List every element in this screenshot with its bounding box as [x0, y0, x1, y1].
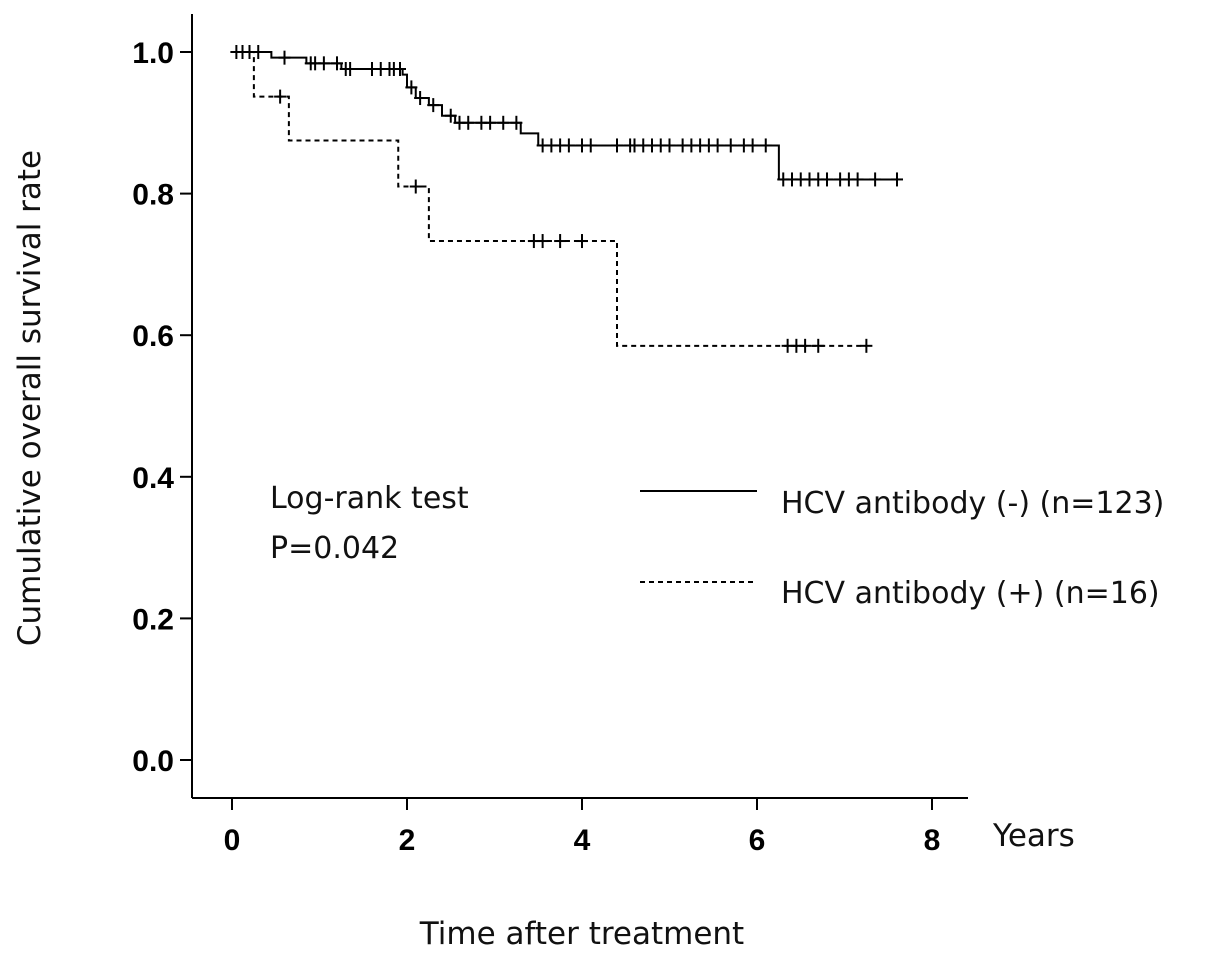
x-tick-label: 4 [574, 824, 591, 857]
censor-mark [746, 138, 759, 153]
censor-mark [462, 115, 475, 130]
pvalue-label: P=0.042 [270, 531, 399, 566]
censor-mark [869, 172, 882, 187]
curve-hcv-negative [232, 51, 897, 181]
censor-mark [891, 172, 903, 187]
censor-mark [562, 138, 575, 153]
censor-mark [851, 172, 864, 187]
censor-mark [317, 56, 330, 71]
censor-mark [860, 338, 873, 353]
censor-mark [536, 234, 549, 249]
y-tick-label: 0.8 [132, 179, 174, 212]
legend-label-hcv-positive: HCV antibody (+) (n=16) [781, 576, 1160, 611]
logrank-label: Log-rank test [270, 481, 469, 516]
censor-mark [331, 56, 343, 71]
censor-mark [759, 138, 772, 153]
x-tick-label: 8 [924, 824, 941, 857]
censor-mark [484, 115, 497, 130]
y-tick-label: 1.0 [132, 37, 174, 70]
legend-label-hcv-negative: HCV antibody (-) (n=123) [781, 486, 1164, 521]
censor-mark [405, 80, 418, 95]
censor-marks [230, 45, 903, 353]
y-tick-label: 0.2 [132, 603, 174, 636]
censor-mark [821, 172, 833, 187]
y-tick-label: 0.6 [132, 320, 174, 353]
curve-hcv-positive [232, 51, 867, 347]
censor-mark [252, 45, 265, 59]
censor-mark [344, 61, 357, 76]
censor-mark [663, 138, 676, 153]
censor-mark [584, 138, 597, 153]
censor-mark [812, 338, 825, 353]
x-tick-label: 2 [399, 824, 416, 857]
censor-mark [497, 115, 510, 130]
censor-mark [414, 91, 427, 106]
y-axis-title: Cumulative overall survival rate [12, 150, 48, 646]
legend: HCV antibody (-) (n=123) HCV antibody (+… [640, 486, 1164, 611]
censor-mark [278, 50, 291, 65]
x-tick-label: 0 [224, 824, 241, 857]
censor-mark [576, 234, 588, 249]
censor-mark [711, 138, 724, 153]
censor-mark [427, 98, 440, 113]
axes [191, 14, 968, 799]
y-tick-label: 0.0 [132, 745, 174, 778]
x-tick-label: 6 [749, 824, 766, 857]
censor-mark [799, 338, 812, 353]
censor-mark [510, 115, 523, 130]
censor-mark [554, 234, 567, 249]
y-tick-label: 0.4 [132, 462, 174, 495]
survival-curves [232, 51, 897, 347]
censor-mark [724, 138, 737, 153]
censor-mark [409, 179, 422, 194]
censor-mark [611, 138, 623, 153]
y-ticks: 0.0 0.2 0.4 0.6 0.8 1.0 [132, 37, 192, 778]
censor-mark [444, 108, 457, 123]
x-axis-unit: Years [992, 818, 1075, 854]
censor-mark [394, 61, 406, 76]
x-ticks: 0 2 4 6 8 [224, 798, 941, 857]
x-axis-title: Time after treatment [419, 916, 744, 952]
censor-mark [274, 89, 287, 104]
